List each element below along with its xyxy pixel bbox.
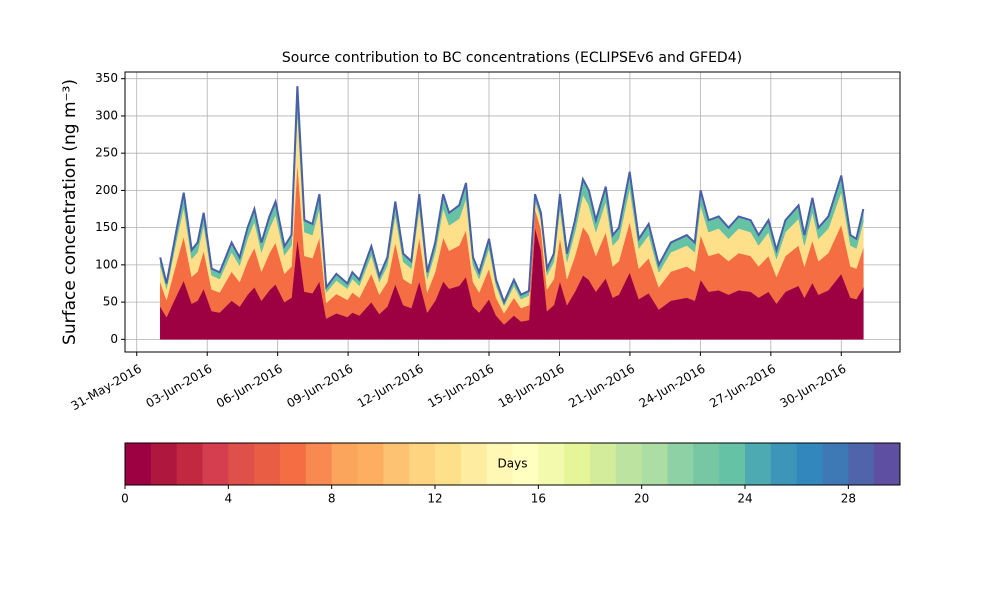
colorbar-swatch [357,443,384,485]
colorbar-swatch [770,443,798,485]
x-tick-label: 31-May-2016 [69,362,144,414]
x-tick-label: 18-Jun-2016 [496,362,567,411]
x-tick-label: 12-Jun-2016 [355,362,426,411]
colorbar-swatch [331,443,358,485]
colorbar-swatch [693,443,720,485]
colorbar-swatch [796,443,823,485]
x-tick-label: 06-Jun-2016 [214,362,285,411]
x-tick-label: 15-Jun-2016 [425,362,496,411]
colorbar-tick-label: 16 [531,492,546,506]
y-axis-label: Surface concentration (ng m⁻³) [60,79,80,345]
colorbar-swatch [641,443,668,485]
top-edge [159,86,865,305]
colorbar-swatch [280,443,307,485]
y-tick-label: 200 [95,183,118,197]
colorbar-tick-label: 28 [841,492,856,506]
colorbar-swatch [538,443,565,485]
colorbar-tick-label: 4 [225,492,233,506]
colorbar-swatch [667,443,694,485]
y-tick-label: 0 [110,332,118,346]
colorbar-swatch [874,443,901,485]
y-tick-label: 100 [95,257,118,271]
colorbar-swatch [125,443,152,485]
y-tick-label: 50 [103,295,118,309]
y-tick-label: 350 [95,71,118,85]
colorbar-tick-label: 0 [121,492,129,506]
colorbar-tick-label: 8 [328,492,336,506]
colorbar-swatch [564,443,591,485]
x-tick-label: 30-Jun-2016 [778,362,849,411]
colorbar-swatch [822,443,849,485]
colorbar-tick-label: 24 [737,492,752,506]
colorbar-swatch [254,443,281,485]
chart-title: Source contribution to BC concentrations… [282,50,742,66]
x-tick-label: 21-Jun-2016 [566,362,637,411]
x-tick-label: 09-Jun-2016 [284,362,355,411]
x-tick-label: 24-Jun-2016 [637,362,708,411]
colorbar-swatch [305,443,333,485]
colorbar-swatch [848,443,875,485]
colorbar-swatch [435,443,462,485]
colorbar-swatch [228,443,255,485]
colorbar-swatch [202,443,229,485]
x-tick-label: 03-Jun-2016 [143,362,214,411]
colorbar-swatch [745,443,772,485]
colorbar-label: Days [498,457,528,471]
colorbar-swatch [176,443,203,485]
colorbar-swatch [486,443,513,485]
y-tick-label: 150 [95,220,118,234]
colorbar-swatch [719,443,746,485]
y-tick-label: 250 [95,146,118,160]
y-tick-label: 300 [95,108,118,122]
colorbar-swatch [150,443,178,485]
colorbar-swatch [409,443,436,485]
colorbar-swatch [460,443,488,485]
colorbar-frame [124,442,901,486]
colorbar-swatch [615,443,643,485]
colorbar-swatch [590,443,617,485]
colorbar-tick-label: 12 [427,492,442,506]
colorbar-swatch [383,443,410,485]
colorbar-swatch [512,443,539,485]
plot-frame [124,71,901,353]
x-tick-label: 27-Jun-2016 [707,362,778,411]
colorbar-tick-label: 20 [634,492,649,506]
